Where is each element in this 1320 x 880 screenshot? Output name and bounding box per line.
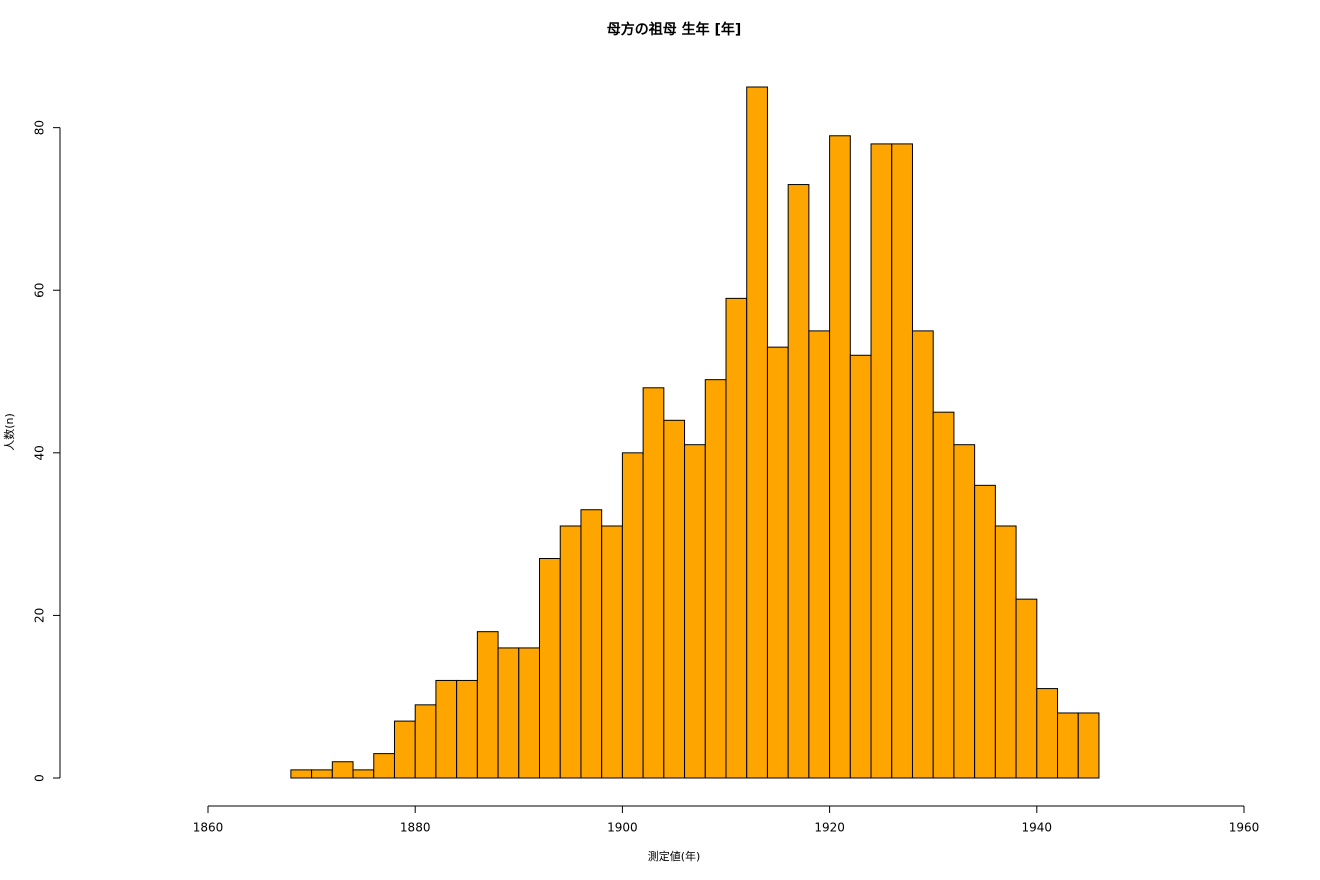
bar <box>352 769 375 779</box>
y-tick-label: 60 <box>33 283 47 298</box>
bar <box>974 484 996 779</box>
bar <box>725 297 748 779</box>
bar <box>497 647 520 779</box>
bar <box>766 346 789 779</box>
bar <box>435 679 458 779</box>
bar <box>331 761 354 779</box>
bar <box>456 679 478 779</box>
bar <box>1015 598 1038 779</box>
bar <box>870 143 893 779</box>
bar <box>642 387 665 779</box>
bar <box>1057 712 1079 779</box>
bar <box>932 411 955 779</box>
bar <box>518 647 541 779</box>
bar <box>539 558 561 779</box>
bar <box>663 419 686 779</box>
bar <box>290 769 313 779</box>
bar <box>580 509 603 779</box>
y-tick-label: 40 <box>33 445 47 460</box>
bar <box>621 452 644 779</box>
chart-title: 母方の祖母 生年 [年] <box>607 21 742 38</box>
x-axis-label: 測定値(年) <box>648 849 701 863</box>
bar <box>684 444 706 779</box>
bar <box>911 330 934 779</box>
bar <box>393 720 416 779</box>
bar <box>1077 712 1100 779</box>
bar <box>311 769 333 779</box>
bar <box>787 184 810 779</box>
bar <box>891 143 913 779</box>
bar <box>994 525 1017 779</box>
x-tick-label: 1900 <box>607 821 638 835</box>
bar <box>808 330 831 779</box>
x-tick-label: 1960 <box>1229 821 1260 835</box>
x-tick-label: 1940 <box>1022 821 1053 835</box>
bar <box>414 704 437 779</box>
bar <box>746 86 768 779</box>
x-tick-label: 1920 <box>814 821 845 835</box>
bar <box>601 525 623 779</box>
bar <box>1036 688 1059 779</box>
y-tick-label: 20 <box>33 608 47 623</box>
y-tick-label: 80 <box>33 120 47 135</box>
bar <box>953 444 976 779</box>
bar <box>373 753 395 779</box>
bar <box>704 379 727 779</box>
y-axis-label: 人数(n) <box>3 413 16 451</box>
bar <box>849 354 872 779</box>
x-tick-label: 1860 <box>193 821 224 835</box>
x-tick-label: 1880 <box>400 821 431 835</box>
y-tick-label: 0 <box>33 774 47 782</box>
bar <box>476 631 499 779</box>
bar <box>559 525 582 779</box>
bar <box>829 135 851 779</box>
